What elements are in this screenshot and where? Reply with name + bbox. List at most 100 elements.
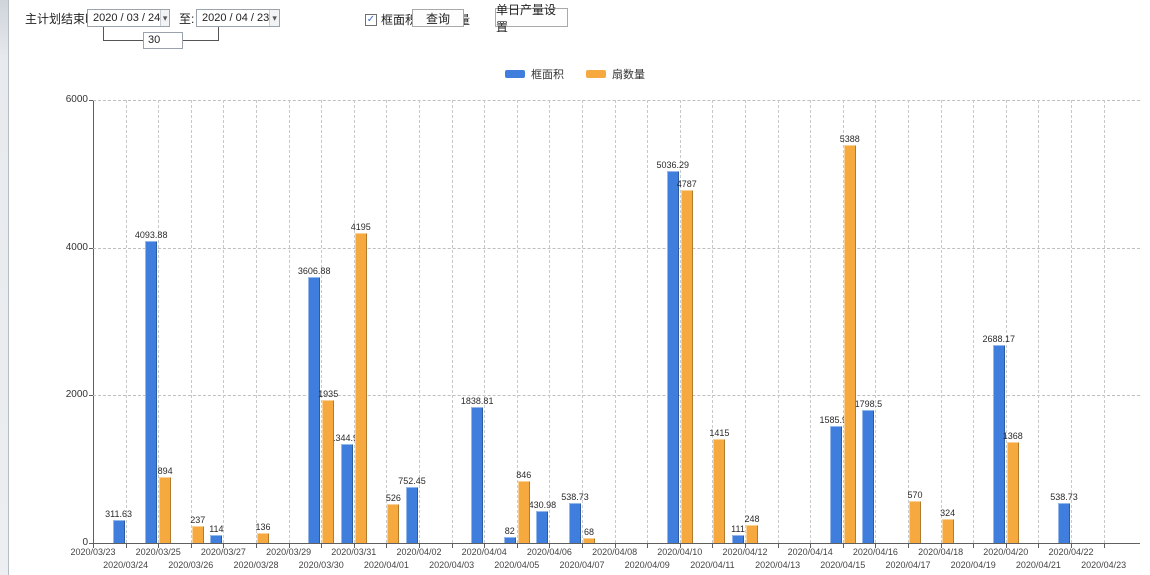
x-gridline bbox=[549, 100, 551, 543]
x-tick bbox=[745, 544, 746, 548]
bar-value-label: 248 bbox=[744, 513, 760, 524]
to-label: 至: bbox=[179, 12, 195, 26]
bar-fan-count bbox=[191, 525, 204, 543]
x-tick bbox=[321, 544, 323, 548]
x-tick bbox=[516, 544, 518, 548]
query-button[interactable]: 查询 bbox=[412, 9, 464, 27]
x-axis-label: 2020/03/27 bbox=[200, 547, 246, 557]
x-axis-label: 2020/04/18 bbox=[918, 547, 964, 557]
x-gridline bbox=[321, 100, 323, 543]
interval-days-input[interactable]: 30 bbox=[143, 32, 183, 49]
bar-frame-area bbox=[1058, 503, 1070, 543]
x-gridline bbox=[419, 100, 420, 543]
dropdown-arrow-icon[interactable]: ▾ bbox=[160, 10, 169, 26]
bar-value-label: 4093.88 bbox=[134, 229, 168, 240]
x-gridline bbox=[288, 100, 290, 543]
legend-item-fan-count[interactable]: 扇数量 bbox=[586, 66, 645, 82]
x-axis-label: 2020/04/17 bbox=[885, 560, 931, 570]
x-axis-label: 2020/04/04 bbox=[461, 547, 507, 557]
x-gridline bbox=[256, 100, 257, 543]
bar-value-label: 114 bbox=[209, 523, 224, 534]
legend-item-frame-area[interactable]: 框面积 bbox=[505, 66, 564, 82]
x-gridline bbox=[484, 100, 486, 543]
x-gridline bbox=[875, 100, 877, 543]
bar-value-label: 538.73 bbox=[1050, 492, 1078, 503]
x-gridline bbox=[516, 100, 518, 543]
end-date-picker[interactable]: 2020 / 04 / 23 ▾ bbox=[196, 9, 280, 27]
bar-value-label: 430.98 bbox=[528, 500, 557, 511]
x-axis-label: 2020/03/30 bbox=[298, 560, 344, 570]
y-tick bbox=[89, 100, 93, 101]
frame-area-checkbox[interactable]: ✓ 框面积 bbox=[365, 11, 417, 28]
x-gridline bbox=[190, 100, 192, 543]
x-axis-label: 2020/04/21 bbox=[1015, 560, 1061, 570]
x-gridline bbox=[125, 100, 127, 543]
bar-fan-count bbox=[713, 438, 726, 543]
bar-fan-count bbox=[909, 500, 921, 543]
bar-fan-count bbox=[387, 504, 400, 543]
x-tick bbox=[810, 544, 812, 548]
connector-line bbox=[218, 27, 219, 41]
x-tick bbox=[1071, 544, 1072, 548]
x-axis-label: 2020/03/26 bbox=[168, 560, 214, 570]
x-axis-label: 2020/04/02 bbox=[396, 547, 442, 557]
bar-value-label: 311.63 bbox=[105, 508, 133, 519]
x-axis-label: 2020/03/29 bbox=[266, 547, 312, 557]
x-tick bbox=[125, 544, 127, 548]
bar-value-label: 1838.81 bbox=[460, 396, 494, 407]
bar-value-label: 1585.96 bbox=[819, 414, 853, 425]
bar-frame-area bbox=[503, 536, 516, 543]
bar-frame-area bbox=[992, 344, 1005, 543]
x-gridline bbox=[679, 100, 681, 543]
x-gridline bbox=[647, 100, 649, 543]
x-gridline bbox=[745, 100, 746, 543]
x-gridline bbox=[712, 100, 714, 543]
bar-frame-area bbox=[829, 425, 842, 543]
bar-value-label: 1935 bbox=[318, 389, 339, 400]
y-gridline bbox=[93, 395, 1140, 397]
x-tick bbox=[647, 544, 649, 548]
x-gridline bbox=[158, 100, 160, 543]
bar-fan-count bbox=[257, 532, 269, 543]
x-tick bbox=[614, 544, 616, 548]
bar-value-label: 68 bbox=[583, 526, 595, 537]
x-axis-label: 2020/03/28 bbox=[233, 560, 279, 570]
legend-swatch-fan-count bbox=[586, 70, 606, 78]
x-axis-label: 2020/04/05 bbox=[494, 560, 540, 570]
y-axis-label: 6000 bbox=[65, 94, 88, 105]
bar-value-label: 538.73 bbox=[561, 492, 589, 503]
bar-value-label: 111 bbox=[731, 523, 745, 534]
daily-output-settings-button[interactable]: 单日产量设置 bbox=[495, 3, 568, 34]
x-axis-label: 2020/04/13 bbox=[755, 560, 801, 570]
x-tick bbox=[451, 544, 453, 548]
checkbox-checked-icon: ✓ bbox=[365, 13, 377, 26]
x-tick bbox=[712, 544, 714, 548]
x-axis-label: 2020/04/08 bbox=[592, 547, 638, 557]
bar-value-label: 1798.5 bbox=[854, 399, 883, 410]
x-gridline bbox=[842, 100, 844, 543]
y-axis-label: 2000 bbox=[65, 389, 88, 401]
left-panel-strip bbox=[0, 0, 9, 575]
bar-value-label: 5036.29 bbox=[656, 160, 690, 171]
x-tick bbox=[93, 544, 94, 548]
y-axis-label: 4000 bbox=[65, 241, 88, 253]
x-axis-label: 2020/04/03 bbox=[429, 560, 475, 570]
bar-fan-count bbox=[746, 524, 758, 543]
x-gridline bbox=[810, 100, 812, 543]
chart-legend: 框面积 扇数量 bbox=[505, 66, 645, 82]
bar-value-label: 3606.88 bbox=[297, 265, 331, 276]
bar-frame-area bbox=[569, 503, 581, 543]
x-tick bbox=[158, 544, 160, 548]
y-axis-label: 0 bbox=[82, 537, 88, 548]
bar-fan-count bbox=[354, 233, 367, 543]
x-axis-label: 2020/04/16 bbox=[852, 547, 898, 557]
x-axis-label: 2020/04/14 bbox=[787, 547, 833, 557]
dropdown-arrow-icon[interactable]: ▾ bbox=[269, 10, 279, 26]
bar-value-label: 1368 bbox=[1002, 430, 1023, 441]
x-axis-label: 2020/04/22 bbox=[1048, 547, 1094, 557]
x-gridline bbox=[1103, 100, 1105, 543]
x-tick bbox=[1005, 544, 1007, 548]
start-date-picker[interactable]: 2020 / 03 / 24 ▾ bbox=[87, 9, 170, 27]
bar-value-label: 1415 bbox=[709, 427, 730, 438]
bar-frame-area bbox=[406, 487, 418, 543]
